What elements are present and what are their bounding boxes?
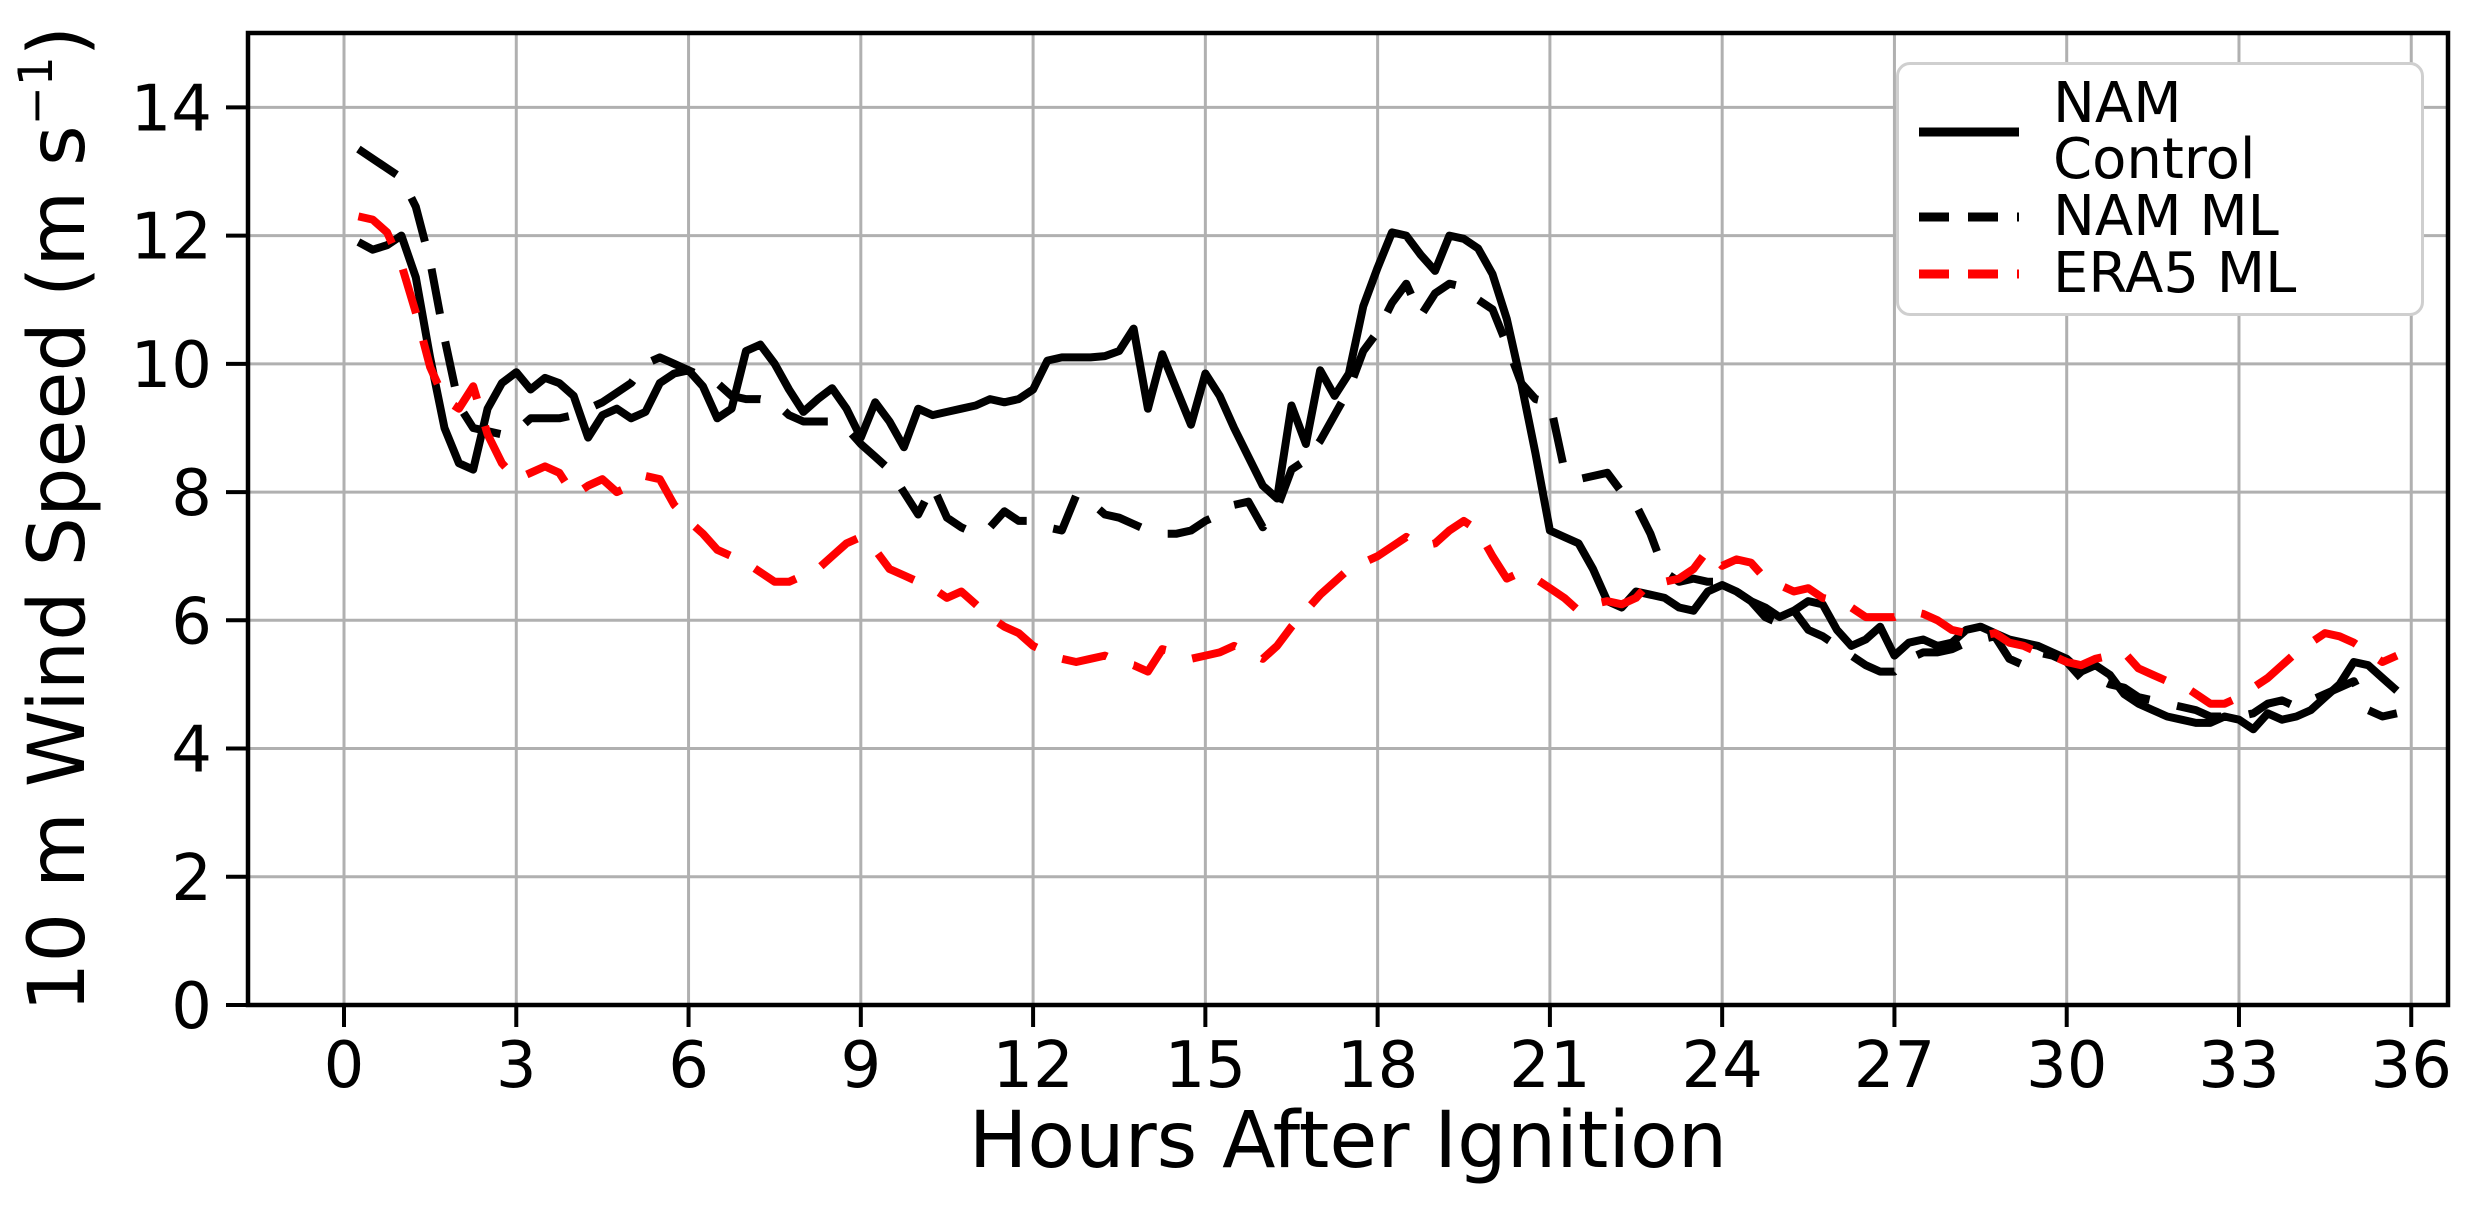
- y-tick-label: 10: [131, 329, 212, 403]
- x-tick-label: 15: [1165, 1029, 1246, 1103]
- x-tick-label: 18: [1337, 1029, 1418, 1103]
- y-axis-title: 10 m Wind Speed (m s−1): [10, 26, 103, 1012]
- x-tick-label: 9: [840, 1029, 881, 1103]
- legend-label-era5-ml: ERA5 ML: [2053, 241, 2297, 307]
- x-tick-label: 12: [992, 1029, 1073, 1103]
- x-tick-label: 36: [2371, 1029, 2452, 1103]
- y-axis-title-close: ): [13, 25, 103, 57]
- x-tick-label: 27: [1854, 1029, 1935, 1103]
- series-line-nam-ml: [356, 145, 2398, 721]
- x-tick-label: 6: [668, 1029, 709, 1103]
- x-tick-label: 30: [2026, 1029, 2107, 1103]
- y-axis-title-superscript: −1: [10, 56, 65, 126]
- legend-row-nam-ml: NAM ML: [1919, 183, 2401, 249]
- legend: NAM Control NAM ML ERA5 ML: [1896, 62, 2424, 316]
- y-tick-label: 2: [171, 842, 212, 916]
- nam-ml-line-sample: [1919, 212, 2019, 222]
- legend-label-nam-ml: NAM ML: [2053, 183, 2279, 249]
- legend-label-nam-control: NAM Control: [2053, 70, 2256, 192]
- legend-row-nam-control: NAM Control: [1919, 70, 2401, 192]
- y-axis-title-text: 10 m Wind Speed (m s: [13, 125, 103, 1013]
- x-tick-label: 24: [1681, 1029, 1762, 1103]
- series-line-era5-ml: [357, 212, 2399, 708]
- axes-box: [245, 30, 2451, 1008]
- x-tick-label: 33: [2198, 1029, 2279, 1103]
- nam-control-line-sample: [1919, 127, 2019, 137]
- y-tick-label: 8: [171, 457, 212, 531]
- y-tick-label: 12: [131, 201, 212, 275]
- y-tick-label: 14: [131, 72, 212, 146]
- x-tick-label: 3: [496, 1029, 537, 1103]
- era5-ml-line-sample: [1919, 269, 2019, 279]
- y-tick-label: 6: [171, 585, 212, 659]
- x-axis-title: Hours After Ignition: [968, 1096, 1728, 1186]
- legend-row-era5-ml: ERA5 ML: [1919, 246, 2401, 302]
- x-tick-label: 21: [1509, 1029, 1590, 1103]
- y-tick-label: 0: [171, 970, 212, 1044]
- x-tick-label: 0: [324, 1029, 365, 1103]
- y-tick-label: 4: [171, 714, 212, 788]
